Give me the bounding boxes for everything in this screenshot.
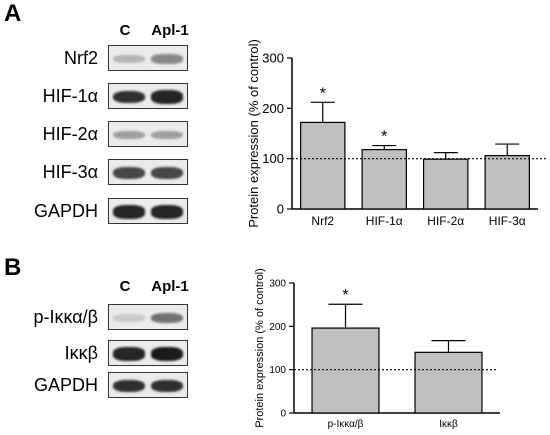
blot-label: p-Iκκα/β (33, 307, 98, 327)
blot-image (108, 83, 188, 109)
y-tick-label: 0 (277, 202, 284, 217)
lane-header-control: C (119, 22, 131, 39)
blot-label: Nrf2 (63, 48, 98, 68)
blot-image (108, 340, 188, 366)
blot-label: HIF-3α (42, 162, 98, 182)
panel-label-b: B (4, 254, 22, 281)
blot-image (108, 198, 188, 224)
bar (361, 149, 407, 210)
protein-band (113, 314, 145, 322)
significance-marker: * (381, 129, 387, 146)
protein-band (151, 347, 183, 361)
protein-band (151, 54, 183, 64)
lane-header-treatment: Apl-1 (151, 22, 189, 39)
bar (484, 155, 530, 210)
panel-label-a: A (4, 0, 22, 27)
bar (300, 121, 346, 210)
protein-band (113, 205, 145, 219)
blot-image (108, 45, 188, 71)
x-tick-label: Nrf2 (311, 214, 334, 228)
y-tick-label: 100 (262, 151, 284, 166)
protein-band (113, 167, 145, 179)
bar (423, 158, 469, 210)
y-tick-label: 300 (262, 51, 284, 66)
y-axis-label: Protein expression (% of control) (246, 39, 261, 228)
blot-image (108, 159, 188, 185)
blot-label: HIF-1α (42, 86, 98, 106)
blot-label: GAPDH (33, 375, 98, 395)
protein-band (151, 312, 183, 324)
y-tick-label: 200 (262, 101, 284, 116)
x-tick-label: HIF-2α (427, 214, 464, 228)
protein-band (113, 130, 145, 140)
blot-label: Iκκβ (64, 343, 98, 363)
significance-marker: * (320, 85, 326, 102)
protein-band (151, 90, 183, 104)
protein-band (151, 205, 183, 219)
protein-band (113, 379, 145, 393)
lane-header-control: C (119, 278, 131, 295)
protein-band (151, 379, 183, 393)
lane-header-treatment: Apl-1 (151, 278, 189, 295)
blot-image (108, 304, 188, 330)
blot-image (108, 372, 188, 398)
x-tick-label: HIF-3α (489, 214, 526, 228)
blot-image (108, 121, 188, 147)
protein-band (113, 55, 145, 63)
blot-label: HIF-2α (42, 124, 98, 144)
protein-band (113, 90, 145, 104)
x-tick-label: HIF-1α (366, 214, 403, 228)
protein-band (151, 167, 183, 179)
protein-band (151, 130, 183, 140)
blot-label: GAPDH (33, 201, 98, 221)
protein-band (113, 347, 145, 361)
